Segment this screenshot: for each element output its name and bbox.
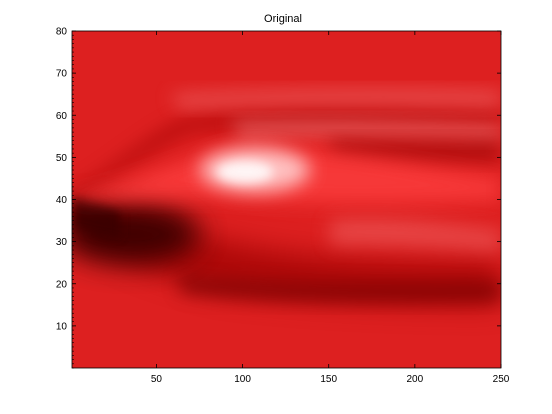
dark-core-tip <box>72 197 120 238</box>
y-tick-label: 60 <box>56 111 68 122</box>
upper-light-band <box>170 89 501 108</box>
lower-dark-band <box>180 275 501 302</box>
mid-light-band <box>230 120 501 140</box>
x-tick-label: 200 <box>407 374 424 385</box>
heatmap-image <box>72 31 501 368</box>
lower-light-band <box>330 218 501 252</box>
y-tick-label: 70 <box>56 69 68 80</box>
chart-title: Original <box>264 13 302 25</box>
bright-plume-core <box>217 161 273 183</box>
y-axis-minor-ticks <box>72 30 74 369</box>
y-tick-label: 50 <box>56 153 68 164</box>
y-tick-label: 30 <box>56 237 68 248</box>
x-tick-label: 150 <box>320 374 337 385</box>
right-dark-streak <box>330 140 501 162</box>
x-axis: 50 100 150 200 250 <box>151 31 510 385</box>
y-tick-label: 80 <box>56 27 68 38</box>
y-tick-label: 40 <box>56 195 68 206</box>
upper-dark-band <box>72 109 501 198</box>
y-tick-label: 10 <box>56 321 68 332</box>
x-tick-label: 100 <box>234 374 251 385</box>
x-tick-label: 250 <box>493 374 510 385</box>
x-tick-label: 50 <box>151 374 163 385</box>
lower-dark-wedge <box>72 200 501 305</box>
y-tick-label: 20 <box>56 279 68 290</box>
